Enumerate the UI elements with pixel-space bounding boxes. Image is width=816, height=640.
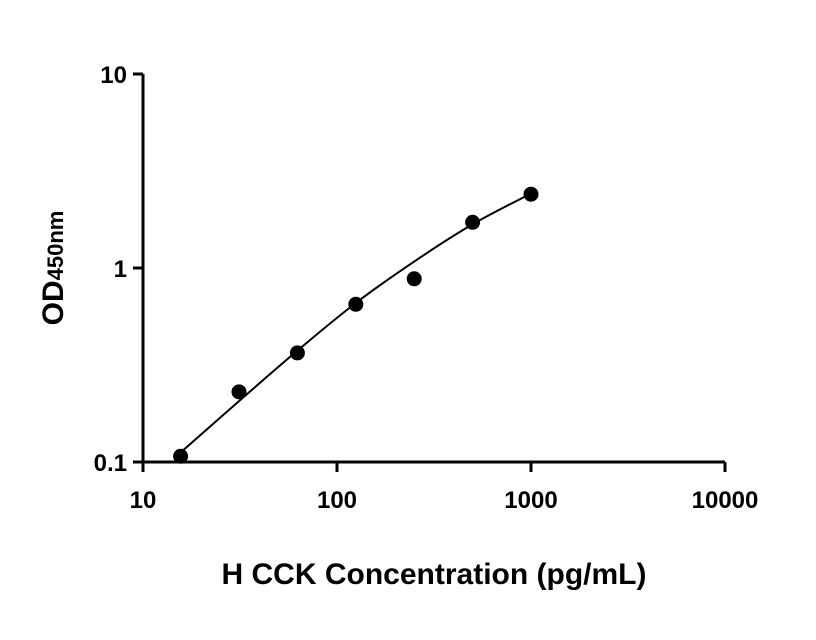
axes [141,74,725,464]
y-axis-title-main: OD [37,280,70,325]
y-axis-title: OD450nm [37,211,70,326]
data-point [231,384,247,400]
x-tick-label: 10000 [692,487,759,514]
data-points-layer [173,186,539,464]
y-tick-label: 10 [100,62,127,89]
fit-curve-layer [179,192,532,454]
data-point [173,448,189,464]
data-point [348,296,364,312]
x-axis-title: H CCK Concentration (pg/mL) [222,558,647,591]
data-point [465,214,481,230]
fit-curve-line [179,192,532,454]
x-tick-label: 1000 [504,487,557,514]
y-tick-label: 1 [114,256,127,283]
ticks: 10 100 1000 10000 0.1 1 10 [94,62,759,514]
x-tick-label: 10 [130,487,157,514]
y-tick-label: 0.1 [94,450,127,477]
data-point [523,186,539,202]
data-point [406,271,422,287]
y-axis-title-subscript: 450nm [43,211,68,281]
data-point [289,345,305,361]
x-tick-label: 100 [317,487,357,514]
